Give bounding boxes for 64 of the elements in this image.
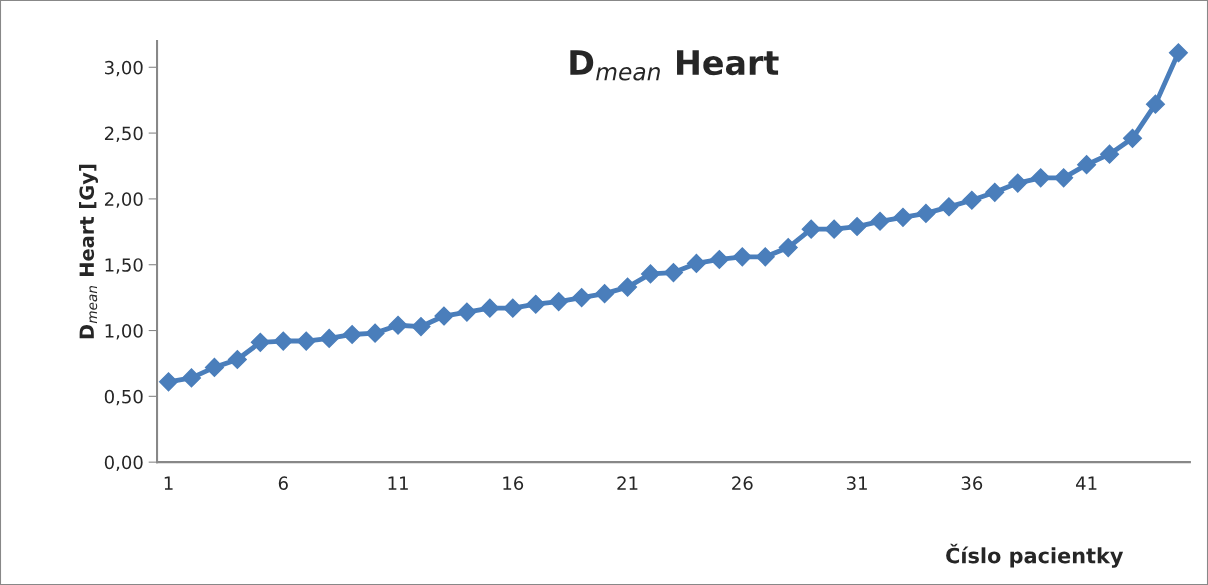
- point: [227, 349, 247, 370]
- point: [434, 306, 454, 326]
- x-tick-label: 36: [961, 476, 983, 491]
- point: [870, 211, 890, 231]
- point: [824, 219, 844, 239]
- x-tick-label: 16: [503, 476, 524, 491]
- point: [549, 292, 569, 312]
- point: [1054, 168, 1074, 188]
- x-tick-label: 11: [388, 476, 408, 490]
- point: [319, 328, 339, 348]
- x-axis-title: Číslo pacientky: [946, 543, 1124, 568]
- x-tick-label: 26: [732, 476, 753, 491]
- x-tick-label: 31: [846, 476, 867, 491]
- point: [388, 315, 408, 335]
- point: [709, 249, 729, 269]
- y-tick-label: 1,00: [105, 323, 143, 340]
- point: [778, 238, 798, 258]
- point: [847, 217, 867, 237]
- point: [365, 323, 385, 343]
- y-axis-title: D$_{mean}$ Heart [Gy]: [79, 164, 98, 339]
- point: [1168, 43, 1188, 63]
- y-tick-label: 0,50: [104, 389, 143, 406]
- point: [296, 331, 316, 351]
- point: [732, 247, 752, 267]
- point: [457, 302, 477, 322]
- point: [1122, 128, 1143, 148]
- point: [526, 294, 546, 314]
- y-tick-label: 3,00: [105, 60, 143, 77]
- point: [939, 197, 959, 217]
- point: [618, 277, 638, 297]
- point: [250, 332, 270, 352]
- point: [755, 247, 775, 267]
- point: [204, 357, 224, 377]
- point: [962, 190, 982, 210]
- point: [801, 219, 821, 239]
- y-tick-label: 2,50: [104, 126, 143, 143]
- y-tick-label: 2,00: [104, 192, 143, 208]
- point: [480, 298, 500, 318]
- point: [893, 207, 913, 227]
- x-tick-label: 6: [278, 476, 288, 491]
- y-tick-label: 0,00: [104, 455, 143, 472]
- point: [158, 372, 179, 392]
- x-tick-label: 21: [617, 476, 638, 490]
- y-tick-label: 1,50: [105, 258, 143, 274]
- point: [503, 298, 523, 318]
- point: [1077, 155, 1097, 175]
- x-tick-label: 41: [1075, 476, 1097, 490]
- point: [342, 324, 362, 345]
- x-tick-label: 1: [164, 476, 173, 490]
- point: [686, 253, 706, 273]
- point: [1100, 144, 1120, 164]
- point: [595, 284, 615, 304]
- point: [273, 331, 293, 351]
- point: [985, 182, 1005, 202]
- point: [916, 203, 936, 223]
- point: [181, 368, 202, 388]
- point: [411, 317, 431, 337]
- chart-title: D$_{mean}$ Heart: [570, 50, 779, 81]
- point: [1031, 168, 1051, 188]
- point: [640, 264, 661, 284]
- point: [572, 288, 592, 308]
- point: [663, 263, 683, 283]
- point: [1145, 94, 1165, 114]
- point: [1008, 173, 1028, 193]
